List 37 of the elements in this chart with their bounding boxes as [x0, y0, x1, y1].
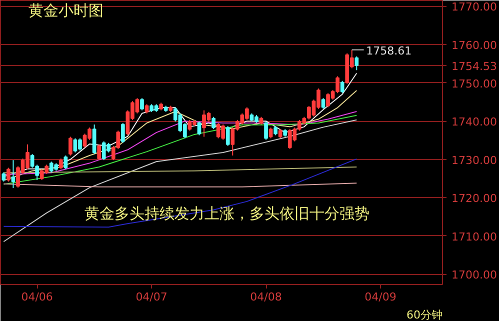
candlestick	[58, 158, 63, 170]
candlestick	[321, 98, 326, 110]
y-tick-label: 1730.00	[452, 154, 497, 167]
y-tick-label: 1754.53	[452, 60, 497, 73]
chart-title: 黄金小时图	[28, 2, 104, 20]
y-tick-label: 1720.00	[452, 192, 497, 206]
x-tick-label: 04/06	[21, 290, 53, 304]
text: 60分钟	[406, 308, 443, 321]
candlestick	[92, 124, 96, 154]
y-tick-label: 1750.00	[452, 77, 497, 90]
annotation: 1758.61	[366, 44, 412, 58]
candlestick	[144, 104, 149, 114]
candlestick	[11, 160, 16, 189]
candlestick	[2, 172, 6, 182]
x-tick-label: 04/08	[250, 290, 282, 304]
candlestick	[226, 126, 230, 146]
y-tick-label: 1710.00	[452, 230, 497, 244]
candlestick	[268, 127, 273, 139]
candlestick	[97, 144, 102, 161]
candlestick	[212, 116, 216, 130]
candlestick	[278, 128, 282, 139]
candlestick	[64, 155, 68, 170]
y-tick-label: 1770.00	[452, 0, 497, 14]
candlestick	[6, 167, 10, 182]
candlestick	[264, 120, 268, 140]
candlestick	[68, 136, 72, 156]
x-tick-label: 04/07	[136, 290, 168, 304]
candlestick	[140, 98, 144, 111]
y-tick-label: 1740.00	[452, 116, 497, 129]
candlestick	[197, 120, 202, 136]
candlestick	[340, 80, 344, 94]
candlestick	[354, 56, 359, 71]
candlestick	[274, 126, 278, 136]
x-tick-label: 04/09	[364, 290, 396, 304]
y-tick-label: 1700.00	[452, 268, 497, 282]
candlestick	[120, 122, 125, 144]
y-tick-label: 1760.00	[452, 39, 497, 52]
